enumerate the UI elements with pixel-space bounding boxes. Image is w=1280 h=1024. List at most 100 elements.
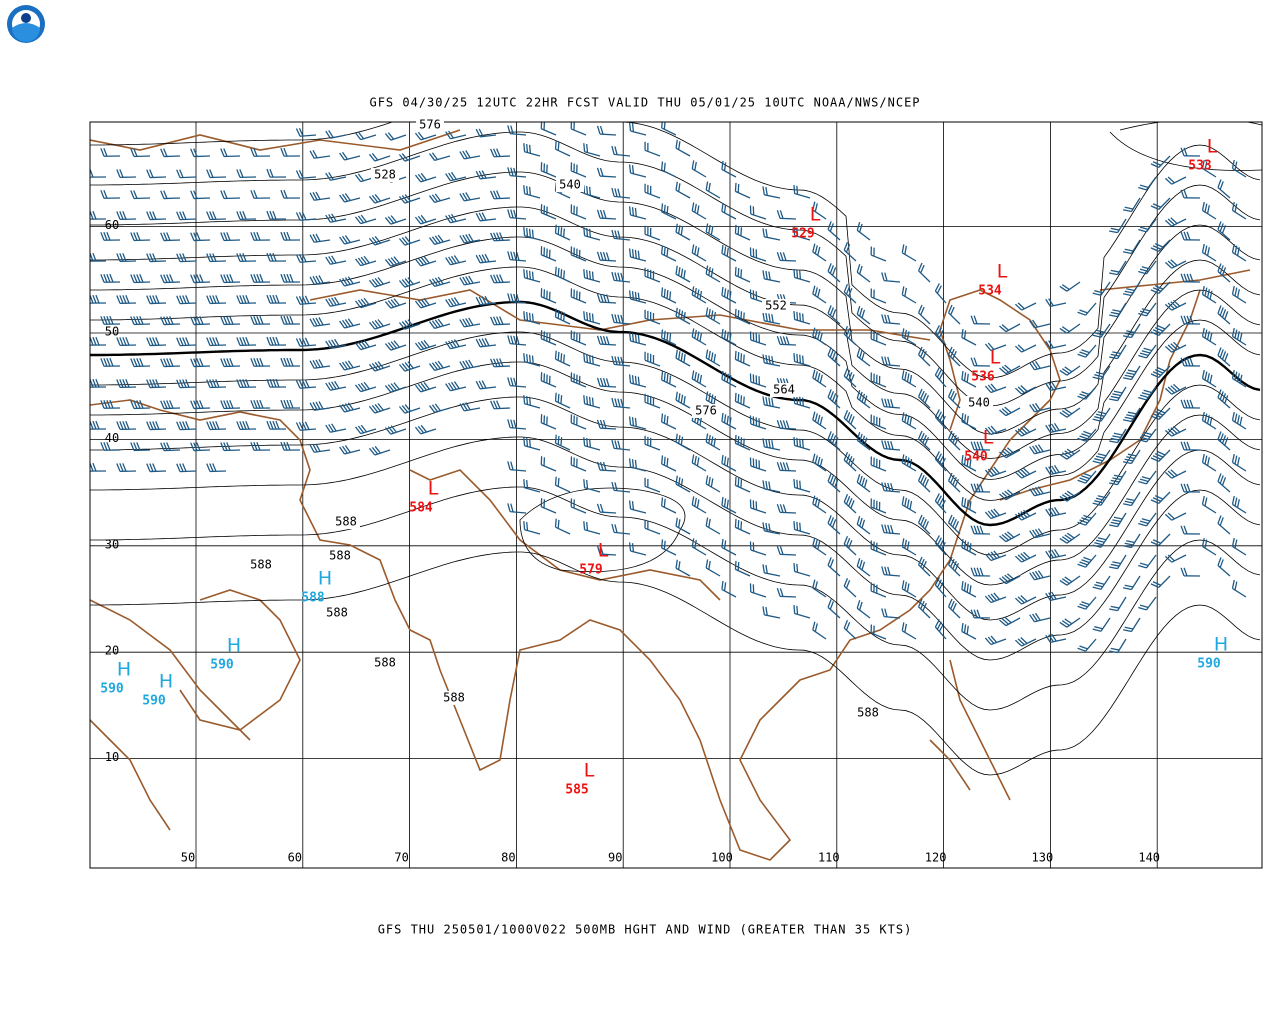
wind-barb <box>176 169 197 179</box>
wind-barb <box>1164 425 1187 437</box>
contour-label-bg <box>326 549 354 563</box>
wind-barb <box>762 522 781 535</box>
wind-barb <box>776 335 797 346</box>
wind-barb <box>384 256 407 267</box>
wind-barb <box>611 523 631 535</box>
system-value: 529 <box>791 227 814 242</box>
wind-barb <box>901 286 917 304</box>
wind-barb <box>570 456 587 472</box>
wind-barb <box>934 451 947 472</box>
wind-barb <box>414 256 437 267</box>
latitude-label: 50 <box>105 325 119 339</box>
wind-barb <box>947 514 961 535</box>
wind-barb <box>1014 385 1037 395</box>
longitude-label: 110 <box>818 851 840 865</box>
wind-barb <box>644 267 661 283</box>
wind-barb <box>1045 422 1067 434</box>
wind-barb <box>190 358 211 368</box>
wind-barb <box>459 150 481 160</box>
wind-barb <box>250 357 271 367</box>
wind-barb <box>100 148 121 157</box>
wind-barb <box>220 400 241 410</box>
wind-barb <box>583 521 601 535</box>
wind-barb <box>445 213 467 224</box>
contour-label-bg <box>416 118 444 132</box>
wind-barb <box>1092 281 1111 296</box>
wind-barb <box>1180 147 1201 157</box>
wind-barb <box>628 542 647 556</box>
wind-barb <box>540 122 557 136</box>
wind-barb <box>384 340 407 351</box>
wind-barb <box>1092 533 1111 548</box>
wind-barb <box>250 315 271 325</box>
wind-barb <box>583 479 601 493</box>
wind-barb <box>507 293 527 304</box>
wind-barb <box>1201 243 1217 262</box>
wind-barb <box>762 564 781 577</box>
longitude-label: 120 <box>925 851 947 865</box>
wind-barb <box>611 187 631 199</box>
wind-barb <box>793 478 811 493</box>
wind-barb <box>325 130 347 139</box>
wind-barb <box>160 442 181 452</box>
contour-label-bg <box>965 396 993 410</box>
wind-barb <box>675 181 691 199</box>
wind-barb <box>660 245 677 262</box>
wind-barb <box>611 481 631 493</box>
wind-barb <box>1109 470 1127 486</box>
contour <box>90 266 1261 501</box>
wind-barb <box>1164 383 1187 395</box>
wind-barb <box>881 356 901 367</box>
wind-barb <box>1164 469 1187 479</box>
wind-barb <box>90 210 107 220</box>
wind-barb <box>856 557 871 577</box>
contour-label-bg <box>371 168 399 182</box>
wind-barb <box>675 349 691 367</box>
wind-barb <box>984 550 1007 562</box>
wind-barb <box>856 347 871 367</box>
wind-barb <box>1077 512 1097 526</box>
wind-barb <box>762 438 781 451</box>
wind-barb <box>934 409 947 430</box>
wind-barb <box>1217 347 1231 367</box>
wind-barb <box>827 557 841 577</box>
wind-barb <box>414 340 437 351</box>
wind-barb <box>1201 201 1217 220</box>
wind-barb <box>644 309 661 325</box>
wind-barb <box>130 190 151 200</box>
wind-barb <box>583 353 601 367</box>
wind-barb <box>705 181 721 199</box>
wind-barb <box>116 253 137 263</box>
wind-barb <box>901 454 917 472</box>
wind-barb <box>295 127 317 137</box>
wind-barb <box>540 288 557 304</box>
wind-barb <box>917 514 931 535</box>
wind-barb <box>734 350 751 367</box>
wind-barb <box>901 370 917 388</box>
wind-barb <box>280 315 301 325</box>
wind-barb <box>999 364 1021 375</box>
wind-barb <box>325 296 347 307</box>
wind-barb <box>762 354 781 367</box>
wind-barb <box>749 541 767 556</box>
wind-barb <box>776 545 797 556</box>
wind-barb <box>812 411 827 430</box>
wind-barb <box>660 161 677 178</box>
system-letter: H <box>159 671 173 693</box>
wind-barb <box>611 145 631 157</box>
wind-barb <box>1077 554 1097 568</box>
wind-barb <box>309 401 331 411</box>
wind-barb <box>250 441 271 451</box>
wind-barb <box>523 311 541 325</box>
wind-barb <box>660 203 677 220</box>
wind-barb <box>339 276 361 287</box>
wind-barb <box>354 297 377 309</box>
wind-barb <box>1092 449 1111 464</box>
wind-barb <box>490 148 511 158</box>
wind-barb <box>429 193 451 204</box>
wind-barb <box>325 172 347 181</box>
wind-barb <box>1150 449 1171 462</box>
wind-barb <box>856 473 871 493</box>
wind-barb <box>917 472 931 493</box>
wind-barb <box>266 294 287 304</box>
